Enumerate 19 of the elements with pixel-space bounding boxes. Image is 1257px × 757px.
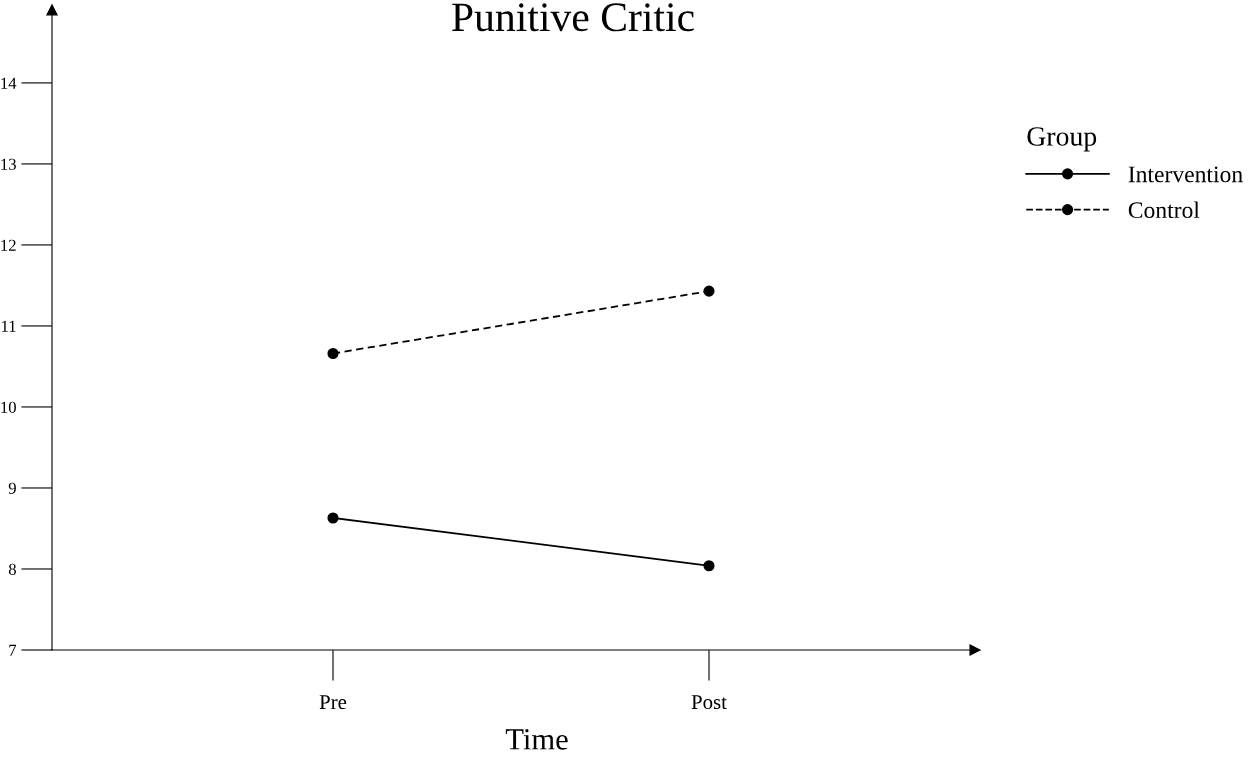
legend-title: Group — [1027, 127, 1097, 152]
point — [327, 512, 339, 524]
point — [327, 347, 339, 360]
y-tick-label: 14 — [1, 77, 17, 89]
x-axis-title: Time — [505, 729, 568, 750]
y-tick-label: 9 — [8, 482, 16, 494]
y-tick-label: 11 — [2, 320, 16, 332]
chart-title: Punitive Critic — [452, 3, 694, 32]
point — [703, 560, 715, 572]
legend-label: Control — [1128, 201, 1200, 219]
y-tick-label: 8 — [8, 563, 16, 575]
point — [703, 285, 715, 297]
x-tick-label: Post — [691, 695, 727, 710]
y-tick-label: 7 — [9, 644, 17, 656]
y-tick-label: 10 — [1, 401, 16, 413]
y-tick-label: 13 — [1, 158, 16, 170]
legend-label: Intervention — [1128, 166, 1243, 183]
y-tick-label: 12 — [1, 239, 16, 251]
x-tick-label: Pre — [319, 695, 347, 710]
